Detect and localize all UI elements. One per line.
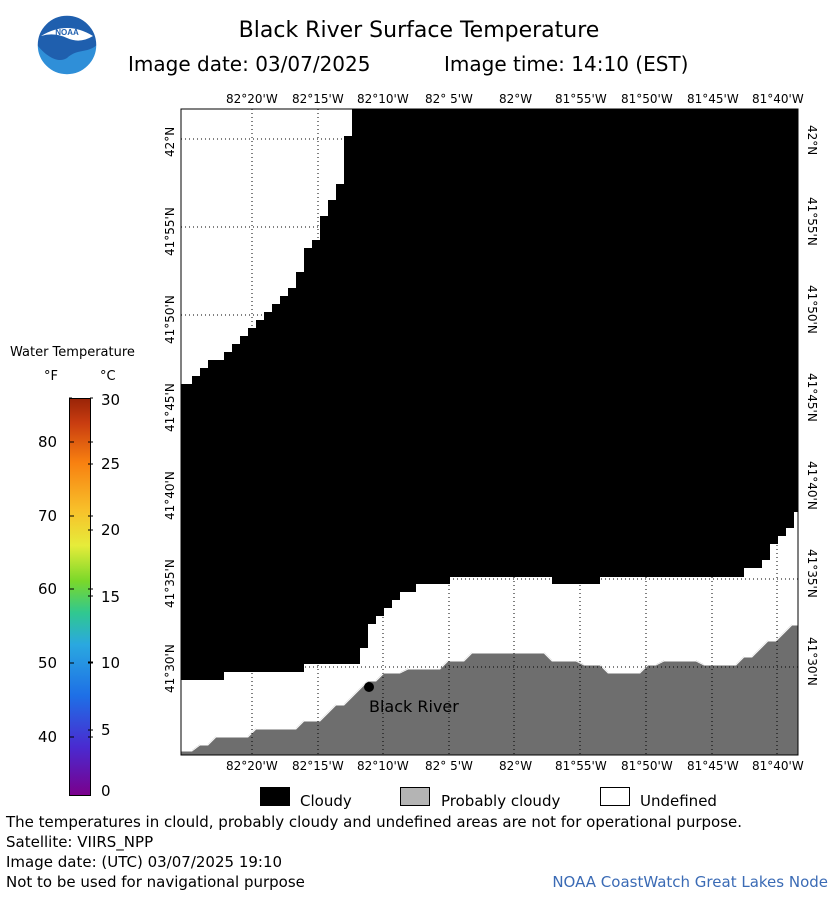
temperature-colorbar: [69, 398, 91, 796]
lat-label-left: 41°55'N: [163, 207, 177, 256]
lon-label-bottom: 81°50'W: [621, 759, 673, 773]
utc-date-text: Image date: (UTC) 03/07/2025 19:10: [6, 853, 283, 871]
noaa-logo: NOAA: [36, 14, 98, 76]
colorbar-f-tick: 50: [38, 654, 58, 672]
undefined-swatch: [600, 787, 630, 806]
lat-label-right: 41°30'N: [805, 637, 819, 686]
probably-cloudy-swatch: [400, 787, 430, 806]
probably-cloudy-key-label: Probably cloudy: [441, 792, 561, 810]
colorbar-c-tick: 15: [101, 588, 121, 606]
lat-label-right: 42°N: [805, 125, 819, 156]
noaa-logo-text: NOAA: [55, 28, 79, 37]
legend-title: Water Temperature: [10, 345, 135, 360]
satellite-text: Satellite: VIIRS_NPP: [6, 833, 154, 851]
colorbar-f-tick: 60: [38, 580, 58, 598]
cloudy-area: [181, 109, 798, 680]
lon-label-top: 82°20'W: [226, 92, 278, 106]
colorbar-f-tick: 40: [38, 728, 58, 746]
lat-label-left: 41°50'N: [163, 295, 177, 344]
colorbar-f-tick: 80: [38, 433, 58, 451]
colorbar-c-tick: 20: [101, 521, 121, 539]
lat-label-right: 41°45'N: [805, 373, 819, 422]
cloudy-swatch: [260, 787, 290, 806]
lon-label-top: 81°40'W: [752, 92, 804, 106]
lat-label-left: 41°45'N: [163, 383, 177, 432]
nav-warning-text: Not to be used for navigational purpose: [6, 873, 305, 891]
legend-unit-c: °C: [100, 369, 116, 384]
colorbar-c-tick: 30: [101, 391, 121, 409]
lat-label-right: 41°40'N: [805, 461, 819, 510]
undefined-key-label: Undefined: [640, 792, 717, 810]
lon-label-bottom: 82° 5'W: [425, 759, 473, 773]
lat-label-left: 41°30'N: [163, 644, 177, 693]
black-river-marker: [364, 682, 374, 692]
lon-label-top: 81°55'W: [555, 92, 607, 106]
lat-label-left: 41°40'N: [163, 471, 177, 520]
lon-label-bottom: 82°20'W: [226, 759, 278, 773]
colorbar-c-tick: 5: [101, 721, 111, 739]
lon-label-bottom: 82°10'W: [357, 759, 409, 773]
colorbar-c-tick: 0: [101, 782, 111, 800]
graticule: [181, 109, 798, 755]
black-river-label: Black River: [369, 697, 459, 716]
lon-label-top: 82°10'W: [357, 92, 409, 106]
lon-label-bottom: 81°55'W: [555, 759, 607, 773]
lon-label-bottom: 82°W: [499, 759, 533, 773]
credit-link[interactable]: NOAA CoastWatch Great Lakes Node: [552, 873, 828, 891]
colorbar-c-tick: 25: [101, 455, 121, 473]
lon-label-top: 82°W: [499, 92, 533, 106]
colorbar-ticks: [69, 397, 93, 738]
lat-label-left: 41°35'N: [163, 559, 177, 608]
lon-label-top: 82° 5'W: [425, 92, 473, 106]
lat-label-right: 41°55'N: [805, 197, 819, 246]
map-frame: [180, 108, 799, 756]
colorbar-f-tick: 70: [38, 507, 58, 525]
lat-label-left: 42°N: [163, 126, 177, 157]
lon-label-bottom: 82°15'W: [292, 759, 344, 773]
lon-label-bottom: 81°45'W: [687, 759, 739, 773]
image-date: Image date: 03/07/2025: [128, 52, 371, 76]
lon-label-bottom: 81°40'W: [752, 759, 804, 773]
image-time: Image time: 14:10 (EST): [444, 52, 689, 76]
lon-label-top: 82°15'W: [292, 92, 344, 106]
lat-label-right: 41°35'N: [805, 549, 819, 598]
lon-label-top: 81°45'W: [687, 92, 739, 106]
page-title: Black River Surface Temperature: [238, 18, 600, 43]
lat-label-right: 41°50'N: [805, 285, 819, 334]
lon-label-top: 81°50'W: [621, 92, 673, 106]
legend-unit-f: °F: [44, 369, 58, 384]
colorbar-c-tick: 10: [101, 654, 121, 672]
cloudy-key-label: Cloudy: [300, 792, 352, 810]
disclaimer-text: The temperatures in clould, probably clo…: [6, 813, 743, 831]
